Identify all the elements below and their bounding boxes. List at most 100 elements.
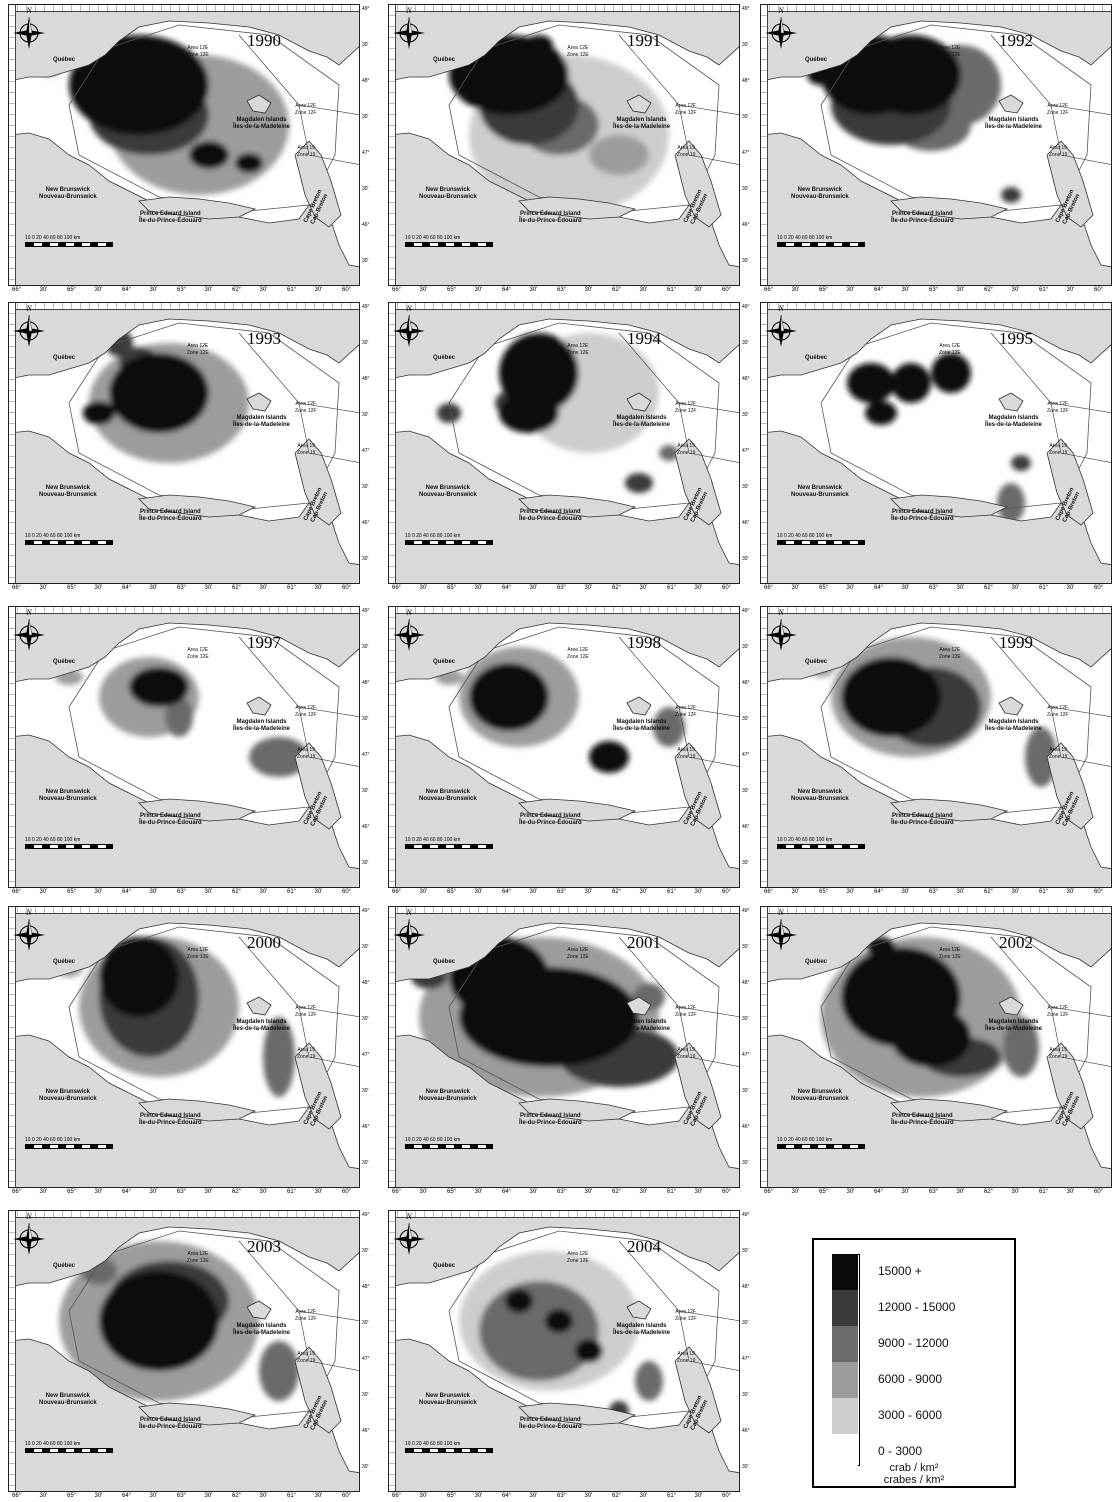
density-layer <box>807 637 1057 787</box>
label-area-19: Area 19 Zone 19 <box>297 1047 316 1060</box>
svg-text:N: N <box>25 908 32 917</box>
latitude-axis: 49° 30' 48° 30' 47° 30' 46° 30' <box>742 606 754 888</box>
latitude-tick: 30' <box>362 1392 369 1398</box>
density-patch <box>165 697 193 737</box>
longitude-tick: 63° <box>177 1189 187 1195</box>
longitude-tick: 30' <box>901 889 910 895</box>
south-coast <box>761 734 1111 887</box>
longitude-tick: 66° <box>764 1189 774 1195</box>
latitude-tick: 30' <box>362 484 369 490</box>
longitude-tick: 64° <box>502 287 512 293</box>
zone-lines <box>238 1240 359 1371</box>
latitude-tick: 30' <box>362 1320 369 1326</box>
label-area-12e: Area 12E Zone 12E <box>187 343 209 356</box>
grid-ticks-top <box>761 5 1111 12</box>
longitude-tick: 30' <box>419 1493 428 1499</box>
label-area-19: Area 19 Zone 19 <box>677 1047 696 1060</box>
scale-bar: 10 0 20 40 60 80 100 km <box>25 1137 113 1149</box>
legend-label-0: 15000 + <box>878 1264 922 1278</box>
cape-breton-land <box>674 1042 722 1130</box>
density-patch <box>99 937 179 1017</box>
longitude-tick: 30' <box>1066 585 1075 591</box>
south-coast <box>9 430 359 583</box>
latitude-tick: 47° <box>742 1356 750 1362</box>
density-map <box>9 303 359 583</box>
label-quebec: Québec <box>805 355 828 361</box>
density-layer <box>807 35 1021 203</box>
density-patch <box>575 1339 603 1363</box>
density-patch <box>499 333 579 413</box>
longitude-tick: 30' <box>94 585 103 591</box>
north-coast <box>9 5 359 82</box>
scale-bar: 10 0 20 40 60 80 100 km <box>777 837 865 849</box>
compass-rose-icon: N <box>13 1212 45 1255</box>
panel-year: 1991 <box>627 31 661 50</box>
label-area-12f: Area 12F Zone 12F <box>675 705 697 718</box>
label-area-19: Area 19 Zone 19 <box>297 1351 316 1364</box>
longitude-tick: 30' <box>419 287 428 293</box>
cape-breton-land <box>1046 1042 1094 1130</box>
scale-bar: 10 0 20 40 60 80 100 km <box>405 837 493 849</box>
longitude-tick: 30' <box>694 585 703 591</box>
legend-row-5: 0 - 3000 <box>832 1434 1012 1470</box>
label-new-brunswick: New Brunswick Nouveau-Brunswick <box>419 789 477 802</box>
longitude-tick: 30' <box>529 889 538 895</box>
label-magdalen-islands: Magdalen Islands Îles-de-la-Madeleine <box>233 1323 291 1336</box>
cape-breton-land <box>674 140 722 228</box>
latitude-tick: 30' <box>362 186 369 192</box>
label-quebec: Québec <box>53 57 76 63</box>
latitude-tick: 30' <box>742 1392 749 1398</box>
label-pei: Prince Edward Island Île-du-Prince-Édouar… <box>891 813 954 826</box>
south-coast <box>761 1034 1111 1187</box>
longitude-tick: 30' <box>584 1493 593 1499</box>
pei-land <box>518 1402 637 1426</box>
longitude-tick: 61° <box>667 1493 677 1499</box>
map-panel-1991: Québec New Brunswick Nouveau-Brunswick Magd… <box>388 4 750 294</box>
label-area-12e: Area 12E Zone 12E <box>567 647 589 660</box>
pei-land <box>138 196 257 220</box>
density-patch <box>867 937 895 957</box>
label-area-12f: Area 12F Zone 12F <box>295 103 317 116</box>
density-map <box>9 1211 359 1491</box>
label-magdalen-islands: Magdalen Islands Îles-de-la-Madeleine <box>613 1323 671 1336</box>
longitude-tick: 60° <box>722 1493 732 1499</box>
latitude-tick: 47° <box>362 1356 370 1362</box>
magdalen-land <box>626 392 652 412</box>
longitude-tick: 66° <box>392 287 402 293</box>
magdalen-land <box>246 1300 272 1320</box>
density-layer <box>847 353 1031 523</box>
latitude-tick: 30' <box>362 556 369 562</box>
longitude-tick: 66° <box>392 1493 402 1499</box>
north-coast <box>761 5 1111 82</box>
label-area-19: Area 19 Zone 19 <box>297 145 316 158</box>
longitude-tick: 30' <box>259 287 268 293</box>
grid-ticks-top <box>9 907 359 914</box>
longitude-tick: 65° <box>819 585 829 591</box>
label-pei: Prince Edward Island Île-du-Prince-Édouar… <box>139 211 202 224</box>
longitude-axis: 66° 30' 65° 30' 64° 30' 63° 30' 62° 30' 61° 30' 60° <box>8 888 360 898</box>
label-area-12e: Area 12E Zone 12E <box>187 1251 209 1264</box>
grid-ticks-left <box>9 1211 16 1491</box>
label-pei: Prince Edward Island Île-du-Prince-Édouar… <box>891 211 954 224</box>
compass-rose-icon: N <box>393 608 425 651</box>
longitude-tick: 63° <box>557 889 567 895</box>
longitude-tick: 62° <box>984 1189 994 1195</box>
longitude-tick: 61° <box>287 889 297 895</box>
zone-lines <box>618 332 739 463</box>
longitude-tick: 64° <box>502 889 512 895</box>
latitude-tick: 48° <box>742 78 750 84</box>
zone-lines <box>618 1240 739 1371</box>
panel-year: 2001 <box>627 933 661 952</box>
label-new-brunswick: New Brunswick Nouveau-Brunswick <box>419 1393 477 1406</box>
longitude-tick: 65° <box>819 287 829 293</box>
longitude-tick: 30' <box>204 585 213 591</box>
longitude-tick: 66° <box>764 287 774 293</box>
latitude-tick: 46° <box>362 520 370 526</box>
magdalen-land <box>246 996 272 1016</box>
map-frame: Québec New Brunswick Nouveau-Brunswick Magd… <box>760 606 1112 888</box>
longitude-tick: 30' <box>1011 585 1020 591</box>
longitude-tick: 65° <box>67 1493 77 1499</box>
density-map <box>389 1211 739 1491</box>
latitude-tick: 47° <box>742 1052 750 1058</box>
longitude-tick: 30' <box>39 585 48 591</box>
